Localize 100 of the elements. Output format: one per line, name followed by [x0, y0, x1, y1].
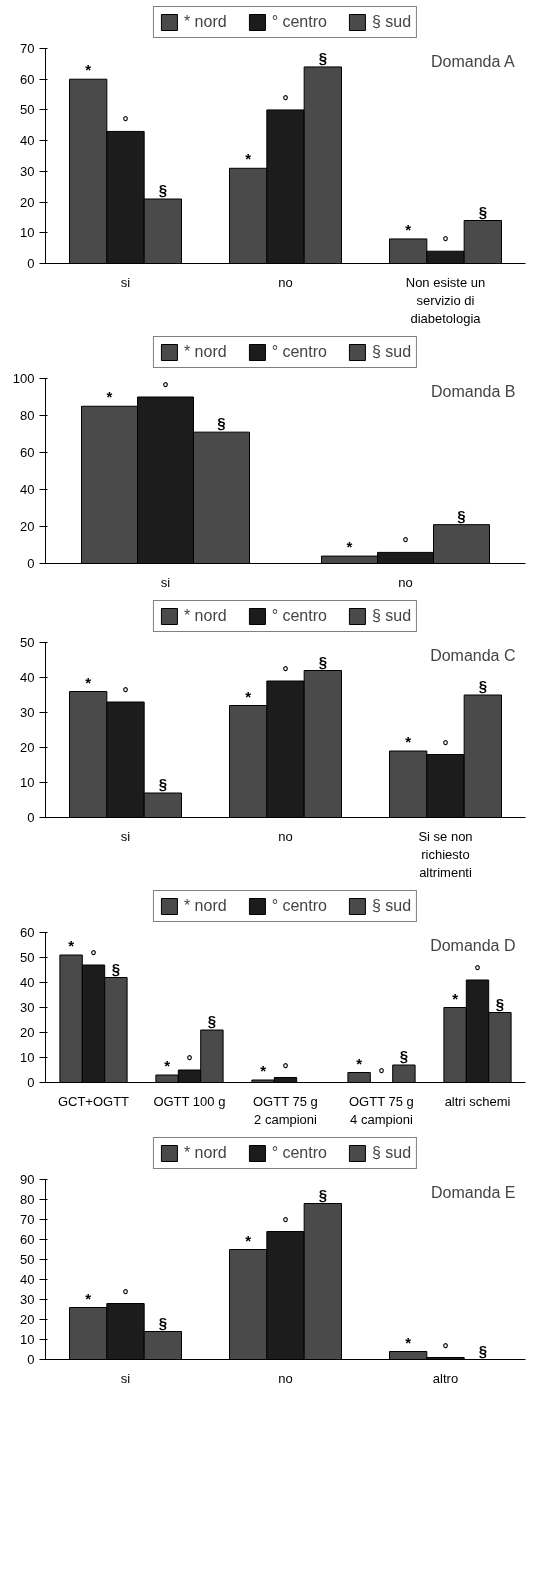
data-label: * — [164, 1057, 171, 1074]
data-label: § — [399, 1047, 409, 1064]
y-tick-label: 0 — [27, 1352, 35, 1367]
data-label: ° — [122, 1285, 129, 1303]
data-label: ° — [402, 534, 409, 552]
x-tick-label: no — [278, 274, 293, 290]
y-tick-label: 100 — [12, 371, 35, 386]
legend-label: * nord — [183, 607, 227, 625]
legend-label: * nord — [183, 343, 227, 361]
data-label: ° — [282, 1213, 289, 1231]
data-label: ° — [122, 113, 129, 131]
x-tick-label: si — [120, 1370, 131, 1386]
y-tick-label: 30 — [20, 1000, 35, 1015]
y-tick-label: 20 — [20, 519, 35, 534]
data-label: § — [478, 1341, 488, 1359]
legend-label: § sud — [371, 897, 412, 915]
legend-label: ° centro — [271, 897, 327, 915]
data-label: * — [405, 220, 412, 238]
data-label: * — [245, 150, 252, 168]
data-label: * — [346, 538, 353, 556]
data-label: * — [452, 989, 459, 1007]
y-tick-label: 0 — [27, 556, 35, 571]
data-label: § — [318, 1185, 328, 1203]
data-label: * — [405, 733, 412, 750]
data-label: * — [260, 1062, 267, 1079]
annotation: Domanda A — [431, 52, 515, 70]
data-label: ° — [378, 1064, 385, 1082]
legend-label: ° centro — [271, 607, 327, 625]
x-tick-label: si — [120, 274, 131, 290]
data-label: ° — [442, 1339, 449, 1357]
data-label: * — [405, 1333, 412, 1351]
data-label: * — [356, 1054, 363, 1072]
data-label: § — [158, 1313, 168, 1331]
y-tick-label: 80 — [20, 408, 35, 423]
data-label: * — [106, 388, 113, 406]
x-tick-label: si — [120, 828, 131, 844]
y-tick-label: 10 — [20, 775, 35, 790]
y-tick-label: 40 — [20, 975, 35, 990]
y-tick-label: 60 — [20, 925, 35, 940]
x-tick-label: no — [278, 1370, 293, 1386]
x-tick-label: OGTT 75 g 4 campioni — [348, 1093, 414, 1127]
data-label: ° — [282, 1059, 289, 1077]
y-tick-label: 30 — [20, 163, 35, 179]
data-label: § — [158, 775, 168, 792]
data-label: ° — [282, 91, 289, 109]
y-tick-label: 40 — [20, 482, 35, 497]
data-label: § — [495, 994, 505, 1012]
y-tick-label: 0 — [27, 256, 35, 271]
y-tick-label: 20 — [20, 1025, 35, 1040]
y-tick-label: 40 — [20, 1272, 35, 1287]
x-tick-label: si — [160, 574, 171, 590]
data-label: ° — [186, 1052, 193, 1069]
y-tick-label: 30 — [20, 705, 35, 720]
data-label: § — [478, 677, 488, 694]
legend-label: ° centro — [271, 1144, 327, 1162]
x-tick-label: Non esiste un servizio di diabetologia — [405, 274, 486, 326]
y-tick-label: 10 — [20, 1050, 35, 1065]
y-tick-label: 50 — [20, 950, 35, 965]
legend-label: * nord — [183, 1144, 227, 1162]
y-tick-label: 60 — [20, 445, 35, 460]
annotation: Domanda E — [431, 1183, 516, 1201]
y-tick-label: 10 — [20, 1332, 35, 1347]
data-label: ° — [442, 233, 449, 251]
x-tick-label: no — [278, 828, 293, 844]
data-label: § — [478, 202, 488, 220]
legend-label: § sud — [371, 1144, 412, 1162]
data-label: ° — [474, 962, 481, 979]
y-tick-label: 60 — [20, 71, 35, 87]
annotation: Domanda B — [431, 382, 516, 400]
data-label: * — [85, 1289, 92, 1307]
x-tick-label: altri schemi — [444, 1093, 511, 1109]
y-tick-label: 20 — [20, 1312, 35, 1327]
legend-label: * nord — [183, 897, 227, 915]
y-tick-label: 50 — [20, 102, 35, 118]
x-tick-label: OGTT 75 g 2 campioni — [252, 1093, 318, 1127]
y-tick-label: 20 — [20, 194, 35, 210]
data-label: * — [85, 673, 92, 691]
y-tick-label: 50 — [20, 1252, 35, 1267]
y-tick-label: 70 — [20, 41, 35, 56]
data-label: ° — [122, 684, 129, 701]
data-label: ° — [162, 379, 169, 396]
y-tick-label: 90 — [20, 1172, 35, 1187]
legend-label: ° centro — [271, 13, 327, 31]
x-tick-label: Si se non richiesto altrimenti — [418, 828, 473, 880]
y-tick-label: 0 — [27, 810, 35, 825]
y-tick-label: 70 — [20, 1212, 35, 1227]
y-tick-label: 40 — [20, 670, 35, 685]
data-label: * — [245, 1231, 252, 1249]
y-tick-label: 50 — [20, 635, 35, 650]
legend-label: § sud — [371, 343, 412, 361]
data-label: ° — [442, 736, 449, 754]
data-label: * — [85, 61, 92, 79]
data-label: * — [68, 937, 75, 954]
y-tick-label: 30 — [20, 1292, 35, 1307]
legend-label: * nord — [183, 13, 227, 31]
legend-label: ° centro — [271, 343, 327, 361]
data-label: ° — [90, 947, 97, 964]
y-tick-label: 60 — [20, 1232, 35, 1247]
legend-label: § sud — [371, 13, 412, 31]
x-tick-label: OGTT 100 g — [153, 1093, 226, 1109]
